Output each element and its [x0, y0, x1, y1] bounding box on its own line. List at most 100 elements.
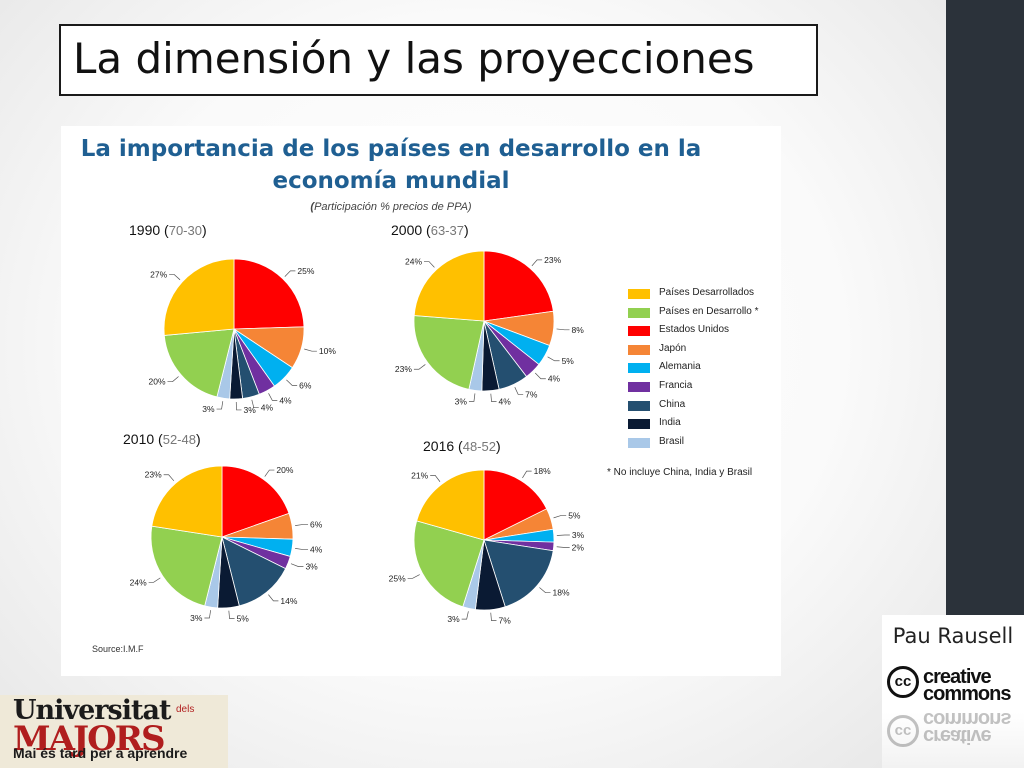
creative-commons-logo: cc creative commons cc creative commons [882, 657, 1024, 768]
pie-leader-line [304, 348, 317, 352]
legend-swatch [628, 400, 650, 411]
pie-data-label: 23% [145, 470, 162, 480]
pie-leader-line [522, 470, 532, 479]
pie-leader-line [264, 469, 275, 477]
pie-data-label: 24% [130, 577, 147, 587]
pie-data-label: 25% [389, 573, 406, 583]
cc-mark-reflection-icon: cc [887, 715, 919, 747]
pie-data-label: 3% [202, 404, 215, 414]
pie-slice [151, 465, 223, 538]
pie-close-paren: ) [463, 222, 469, 238]
pie-slice [233, 258, 305, 330]
pie-leader-line [251, 399, 259, 408]
pie-data-label: 23% [395, 364, 412, 374]
legend-swatch [628, 326, 650, 337]
pie-year: 2016 [423, 438, 455, 454]
pie-data-label: 18% [553, 588, 570, 598]
chart-subtitle: (Participación % precios de PPA) [61, 201, 721, 213]
pie-data-label: 3% [455, 396, 468, 406]
pie-close-paren: ) [201, 222, 207, 238]
pie-data-label: 4% [548, 374, 561, 384]
pie-leader-line [148, 577, 161, 583]
pie-leader-line [413, 364, 426, 370]
pie-slice [483, 539, 554, 608]
pie-data-label: 18% [534, 466, 551, 476]
pie-leader-line [514, 387, 524, 395]
chart-title-line-1: La importancia de los países en desarrol… [80, 136, 702, 162]
pie-data-label: 23% [544, 255, 561, 265]
legend-swatch [628, 307, 650, 318]
pie-leader-line [407, 574, 420, 579]
pie-data-label: 5% [562, 356, 575, 366]
pie-slice [413, 520, 485, 608]
pie-chart-2000: 23%8%5%4%7%4%3%23%24% [395, 250, 584, 407]
subtitle-open-paren: ( [310, 201, 315, 213]
pie-leader-line [534, 372, 546, 380]
pie-label-2010: 2010 (52-48) [123, 431, 201, 447]
legend-label: India [659, 417, 681, 429]
legend-label: Países en Desarrollo * [659, 305, 759, 317]
pie-leader-line [531, 259, 543, 267]
pie-leader-line [295, 524, 309, 526]
cc-logo-reflection: cc creative commons [887, 707, 1022, 751]
chart-figure: La importancia de los países en desarrol… [61, 126, 781, 676]
pie-data-label: 3% [190, 613, 203, 623]
logo-universitat: Universitat [13, 695, 171, 726]
pie-slice [483, 469, 548, 541]
pie-split: 48-52 [462, 439, 496, 454]
pie-leader-line [235, 401, 242, 411]
pie-leader-line [290, 563, 304, 567]
pie-data-label: 14% [280, 596, 297, 606]
pie-leader-line [286, 379, 298, 386]
pie-data-label: 3% [447, 614, 460, 624]
pie-leader-line [295, 548, 309, 550]
pie-data-label: 24% [405, 257, 422, 267]
legend-swatch [628, 344, 650, 355]
pie-data-label: 10% [319, 346, 336, 356]
subtitle-text: Participación % precios de PPA) [314, 201, 472, 213]
pie-data-label: 4% [310, 545, 323, 555]
pie-leader-line [547, 356, 560, 362]
legend-swatch [628, 363, 650, 374]
pie-leader-line [553, 515, 567, 519]
pie-slice [483, 250, 554, 322]
author-name: Pau Rausell [892, 624, 1014, 648]
pie-leader-line [268, 393, 278, 401]
pie-close-paren: ) [195, 431, 201, 447]
pie-data-label: 20% [148, 377, 165, 387]
pie-leader-line [204, 610, 211, 619]
pie-year: 2010 [123, 431, 155, 447]
pie-leader-line [468, 393, 476, 402]
pie-data-label: 3% [305, 562, 318, 572]
pie-slice [413, 315, 485, 390]
pie-data-label: 3% [243, 405, 256, 415]
pie-slice [163, 258, 235, 336]
legend-label: Alemania [659, 361, 701, 373]
pie-data-label: 6% [299, 380, 312, 390]
pie-data-label: 8% [572, 325, 585, 335]
pie-open-paren: ( [458, 438, 463, 454]
pie-open-paren: ( [158, 431, 163, 447]
logo-tagline: Mai és tard per a aprendre [13, 745, 188, 761]
legend-label: Japón [659, 342, 687, 354]
author-name-box: Pau Rausell [882, 615, 1024, 657]
pie-open-paren: ( [426, 222, 431, 238]
legend-label: China [659, 398, 686, 410]
cc-word-creative: creative [923, 666, 992, 688]
pie-close-paren: ) [495, 438, 501, 454]
slide-title-box: La dimensión y las proyecciones [59, 24, 818, 96]
chart-footnote: * No incluye China, India y Brasil [607, 467, 753, 478]
pie-data-label: 20% [276, 465, 293, 475]
universitat-dels-majors-logo: Universitat dels MAJORS Mai és tard per … [0, 695, 228, 768]
legend-swatch [628, 419, 650, 430]
pie-year: 2000 [391, 222, 423, 238]
pie-slice [163, 328, 235, 398]
pie-slice [416, 469, 485, 541]
pie-data-label: 3% [572, 530, 585, 540]
pie-slice [221, 536, 287, 607]
slide-title: La dimensión y las proyecciones [73, 34, 755, 83]
pie-data-label: 7% [525, 389, 538, 399]
cc-logo-main: cc creative commons [887, 662, 1022, 706]
legend-label: Estados Unidos [659, 324, 730, 336]
pie-leader-line [490, 393, 497, 402]
